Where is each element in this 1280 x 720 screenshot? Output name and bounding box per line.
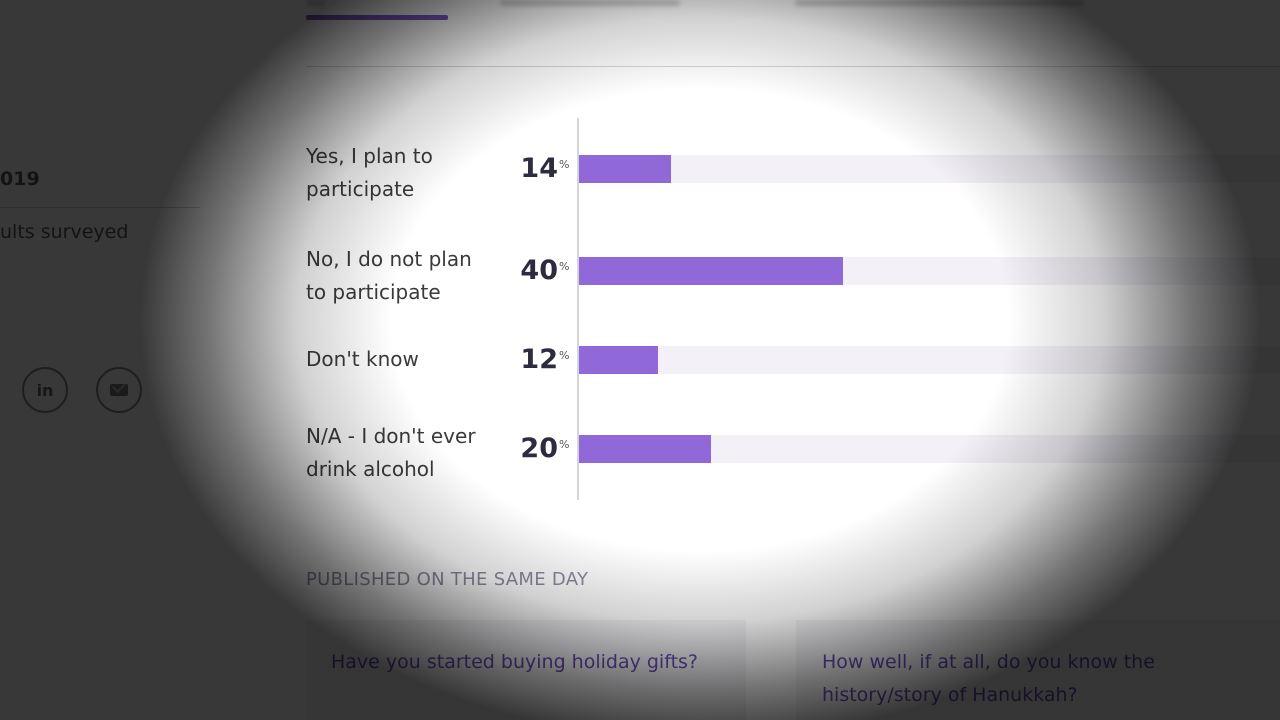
bar [579, 155, 671, 183]
related-link[interactable]: How well, if at all, do you know the his… [822, 651, 1155, 706]
envelope-icon [110, 384, 128, 396]
percent-sign: % [559, 158, 570, 171]
percent-sign: % [559, 438, 570, 451]
bar-track [579, 346, 1280, 374]
answer-value: 14 [520, 153, 558, 184]
answer-label: No, I do not plan to participate [306, 247, 472, 304]
published-heading: PUBLISHED ON THE SAME DAY [306, 569, 589, 590]
bar [579, 257, 843, 285]
related-link[interactable]: Have you started buying holiday gifts? [331, 651, 699, 673]
bar-track [579, 155, 1280, 183]
email-share-button[interactable] [96, 367, 142, 413]
answer-label: Don't know [306, 347, 419, 371]
linkedin-icon: in [36, 380, 54, 400]
tab-ghost[interactable] [500, 0, 680, 6]
answer-value: 20 [520, 433, 558, 464]
survey-respondents: ults surveyed [0, 221, 129, 243]
tab-ghost[interactable] [795, 0, 1085, 6]
bar [579, 346, 658, 374]
percent-sign: % [559, 260, 570, 273]
chart-axis [577, 118, 579, 500]
bar [579, 435, 711, 463]
active-tab-indicator [306, 15, 448, 20]
answer-label: Yes, I plan to participate [306, 144, 433, 201]
answer-value: 40 [520, 255, 558, 286]
divider [306, 66, 1280, 67]
answer-label: N/A - I don't ever drink alcohol [306, 424, 476, 481]
tab-icon[interactable] [306, 0, 326, 6]
linkedin-share-button[interactable]: in [22, 367, 68, 413]
percent-sign: % [559, 349, 570, 362]
survey-date: 019 [0, 168, 40, 190]
answer-value: 12 [520, 344, 558, 375]
divider [0, 207, 200, 208]
